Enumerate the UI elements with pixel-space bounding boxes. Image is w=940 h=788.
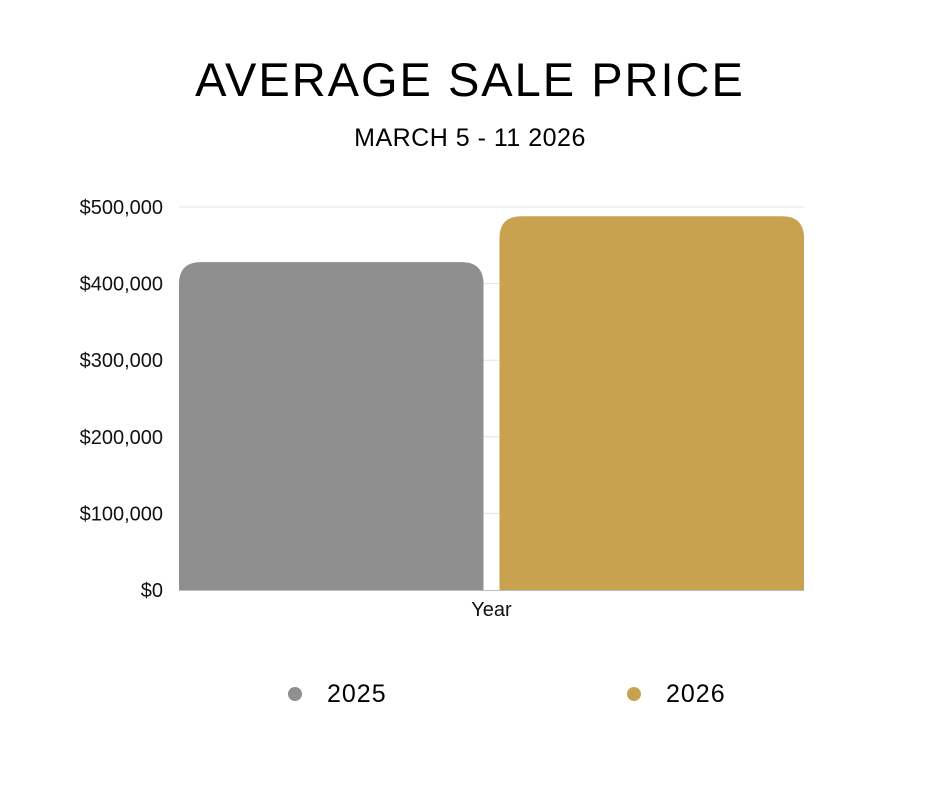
- bar-2025: [179, 262, 484, 590]
- y-axis-tick-labels: $0 $100,000 $200,000 $300,000 $400,000 $500,0…: [80, 197, 163, 602]
- bars: [179, 216, 804, 590]
- chart-title: AVERAGE SALE PRICE: [195, 53, 745, 106]
- legend: 2025 2026: [0, 676, 940, 716]
- y-tick-label: $400,000: [80, 274, 163, 296]
- chart-subtitle: MARCH 5 - 11 2026: [354, 124, 586, 152]
- x-axis-label: Year: [471, 599, 512, 621]
- legend-item-2026: 2026: [627, 676, 726, 712]
- y-tick-label: $200,000: [80, 427, 163, 449]
- legend-item-2025: 2025: [288, 676, 387, 712]
- y-tick-label: $0: [141, 580, 163, 602]
- legend-label-2026: 2026: [666, 679, 726, 708]
- legend-swatch-2025: [288, 687, 302, 701]
- legend-label-2025: 2025: [327, 679, 387, 708]
- y-tick-label: $100,000: [80, 503, 163, 525]
- y-tick-label: $500,000: [80, 197, 163, 219]
- y-tick-label: $300,000: [80, 350, 163, 372]
- bar-chart: $0 $100,000 $200,000 $300,000 $400,000 $500,0…: [80, 197, 804, 621]
- legend-swatch-2026: [627, 687, 641, 701]
- bar-2026: [499, 216, 804, 590]
